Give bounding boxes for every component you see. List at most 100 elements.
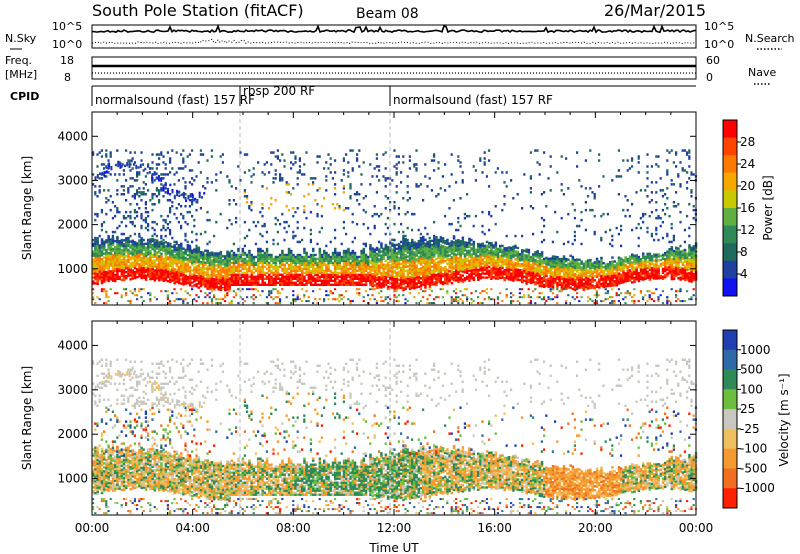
- power-cell: [479, 255, 482, 258]
- power-cell: [274, 296, 277, 299]
- power-cell: [349, 271, 352, 275]
- power-cell: [424, 163, 427, 166]
- power-cell: [263, 271, 267, 275]
- power-cell: [386, 247, 390, 251]
- power-cell: [131, 220, 134, 224]
- power-cell: [232, 281, 236, 284]
- power-cell: [404, 259, 407, 263]
- power-cell: [351, 240, 354, 244]
- power-cell: [567, 272, 570, 275]
- power-cell: [103, 240, 106, 243]
- power-cell: [140, 262, 143, 266]
- power-cell: [428, 269, 432, 273]
- power-cell: [404, 238, 407, 242]
- power-cell: [96, 270, 99, 274]
- power-cell: [98, 270, 102, 273]
- power-cell: [413, 165, 416, 168]
- power-cell: [285, 191, 288, 194]
- power-cell: [265, 302, 268, 305]
- power-cell: [523, 279, 526, 282]
- power-cell: [556, 302, 559, 305]
- power-cell: [353, 271, 357, 275]
- power-cell: [428, 259, 432, 263]
- power-cell: [472, 165, 475, 168]
- power-cell: [175, 250, 179, 254]
- power-cell: [296, 298, 299, 301]
- power-cell: [92, 151, 95, 154]
- power-cell: [435, 277, 438, 281]
- power-cell: [334, 207, 337, 210]
- power-cell: [435, 251, 438, 255]
- power-cell: [340, 298, 343, 301]
- power-cell: [199, 153, 202, 156]
- power-cell: [386, 271, 390, 274]
- power-cell: [279, 222, 282, 226]
- power-cell: [560, 277, 564, 281]
- power-cell: [325, 279, 328, 282]
- power-cell: [490, 267, 493, 271]
- power-cell: [448, 185, 451, 188]
- power-cell: [155, 275, 159, 278]
- power-cell: [184, 290, 187, 293]
- power-cell: [516, 256, 520, 260]
- power-cell: [235, 292, 238, 295]
- power-cell: [560, 281, 564, 285]
- power-cell: [554, 273, 557, 276]
- power-cell: [538, 254, 542, 258]
- power-cell: [265, 271, 269, 275]
- power-cell: [446, 258, 449, 261]
- power-cell: [147, 261, 150, 264]
- power-cell: [349, 277, 352, 280]
- power-cell: [107, 269, 110, 273]
- power-cell: [219, 284, 223, 288]
- power-cell: [347, 251, 350, 255]
- power-cell: [133, 264, 137, 268]
- power-cell: [340, 267, 344, 271]
- power-cell: [523, 255, 526, 258]
- power-cell: [380, 284, 383, 287]
- power-cell: [325, 265, 328, 269]
- power-cell: [439, 240, 443, 243]
- power-cell: [461, 266, 465, 269]
- power-cell: [307, 279, 311, 282]
- power-cell: [325, 271, 328, 275]
- power-cell: [180, 205, 183, 208]
- power-cell: [276, 271, 280, 275]
- power-cell: [507, 258, 511, 261]
- power-cell: [340, 294, 343, 297]
- power-cell: [406, 285, 410, 288]
- power-cell: [334, 271, 337, 275]
- power-cell: [391, 256, 394, 259]
- power-cell: [444, 254, 447, 257]
- power-cell: [224, 286, 227, 290]
- power-cell: [169, 258, 172, 261]
- power-cell: [254, 261, 258, 265]
- power-cell: [549, 279, 553, 282]
- power-cell: [305, 261, 308, 265]
- power-cell: [140, 237, 143, 240]
- power-cell: [268, 273, 271, 276]
- power-cell: [140, 258, 143, 262]
- power-cell: [413, 261, 416, 264]
- power-cell: [235, 294, 238, 297]
- power-cell: [466, 275, 469, 278]
- power-cell: [501, 300, 504, 303]
- power-cell: [536, 264, 539, 267]
- power-cell: [224, 257, 227, 260]
- power-cell: [259, 267, 262, 271]
- power-cell: [180, 264, 183, 267]
- power-cell: [169, 256, 172, 259]
- power-cell: [430, 245, 434, 249]
- power-cell: [393, 277, 396, 280]
- power-cell: [411, 244, 414, 248]
- power-cell: [532, 277, 535, 280]
- power-cell: [479, 245, 482, 248]
- power-cell: [338, 265, 341, 269]
- power-cell: [512, 255, 515, 258]
- power-cell: [395, 257, 399, 260]
- power-cell: [538, 282, 542, 286]
- power-cell: [512, 247, 515, 250]
- power-cell: [439, 244, 443, 247]
- power-cell: [147, 247, 150, 250]
- power-cell: [127, 252, 130, 256]
